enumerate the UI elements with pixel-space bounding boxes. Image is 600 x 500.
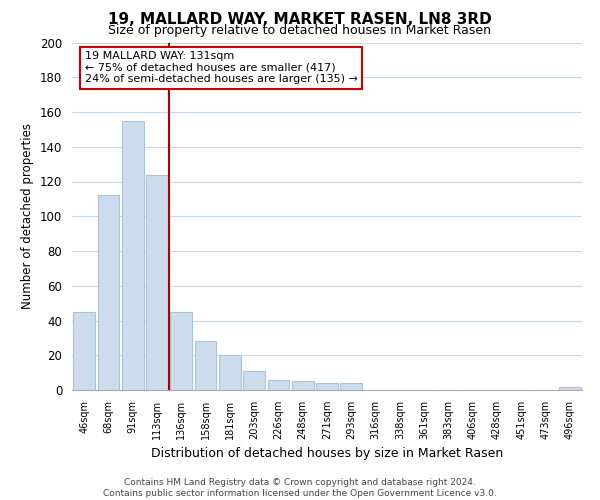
Text: Contains HM Land Registry data © Crown copyright and database right 2024.
Contai: Contains HM Land Registry data © Crown c… xyxy=(103,478,497,498)
Bar xyxy=(194,342,217,390)
Bar xyxy=(170,312,192,390)
Bar xyxy=(122,120,143,390)
Bar xyxy=(316,383,338,390)
Bar xyxy=(73,312,95,390)
Bar xyxy=(559,386,581,390)
Bar xyxy=(243,371,265,390)
X-axis label: Distribution of detached houses by size in Market Rasen: Distribution of detached houses by size … xyxy=(151,448,503,460)
Bar xyxy=(146,174,168,390)
Text: Size of property relative to detached houses in Market Rasen: Size of property relative to detached ho… xyxy=(109,24,491,37)
Y-axis label: Number of detached properties: Number of detached properties xyxy=(22,123,34,309)
Bar xyxy=(268,380,289,390)
Text: 19 MALLARD WAY: 131sqm
← 75% of detached houses are smaller (417)
24% of semi-de: 19 MALLARD WAY: 131sqm ← 75% of detached… xyxy=(85,51,358,84)
Bar xyxy=(97,196,119,390)
Text: 19, MALLARD WAY, MARKET RASEN, LN8 3RD: 19, MALLARD WAY, MARKET RASEN, LN8 3RD xyxy=(108,12,492,28)
Bar xyxy=(292,382,314,390)
Bar xyxy=(340,383,362,390)
Bar xyxy=(219,355,241,390)
